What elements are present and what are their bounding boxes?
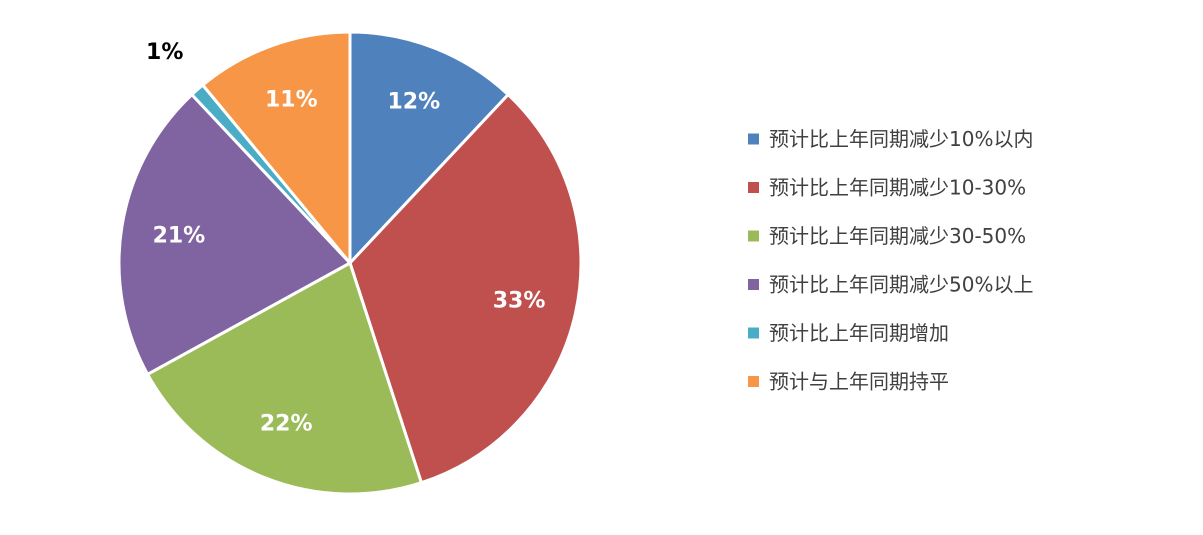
legend-swatch — [748, 230, 759, 242]
pie-slice-3 — [146, 261, 423, 496]
legend-swatch — [748, 376, 759, 387]
legend-item-6: 预计与上年同期持平 — [748, 370, 949, 394]
legend-item-4: 预计比上年同期减少50%以上 — [748, 273, 1033, 297]
legend-label: 预计与上年同期持平 — [769, 370, 949, 394]
legend-swatch — [748, 133, 759, 145]
data-label-6: 11% — [265, 88, 318, 113]
legend-swatch — [748, 182, 759, 193]
legend-swatch — [748, 327, 759, 339]
legend-label: 预计比上年同期减少10-30% — [769, 176, 1026, 200]
legend-label: 预计比上年同期减少30-50% — [769, 224, 1026, 248]
data-label-3: 22% — [260, 412, 313, 437]
legend-item-2: 预计比上年同期减少10-30% — [748, 176, 1026, 200]
legend-label: 预计比上年同期增加 — [769, 321, 949, 345]
pie-data-labels: 12% 33% 22% 21% 1% 11% — [146, 40, 545, 436]
pie-slice-6 — [201, 30, 352, 265]
pie-slice-2 — [348, 93, 583, 485]
data-label-5: 1% — [146, 40, 183, 65]
legend-item-3: 预计比上年同期减少30-50% — [748, 224, 1026, 248]
legend-label: 预计比上年同期减少50%以上 — [769, 273, 1033, 297]
data-label-4: 21% — [153, 223, 206, 248]
pie-slice-1 — [348, 30, 510, 265]
pie-slices — [117, 30, 583, 496]
legend-item-5: 预计比上年同期增加 — [748, 321, 949, 345]
legend-swatch — [748, 279, 759, 290]
data-label-1: 12% — [387, 89, 440, 114]
legend-label: 预计比上年同期减少10%以内 — [769, 127, 1033, 151]
pie-slice-4 — [117, 93, 352, 376]
data-label-2: 33% — [493, 288, 546, 313]
legend-item-1: 预计比上年同期减少10%以内 — [748, 127, 1033, 151]
